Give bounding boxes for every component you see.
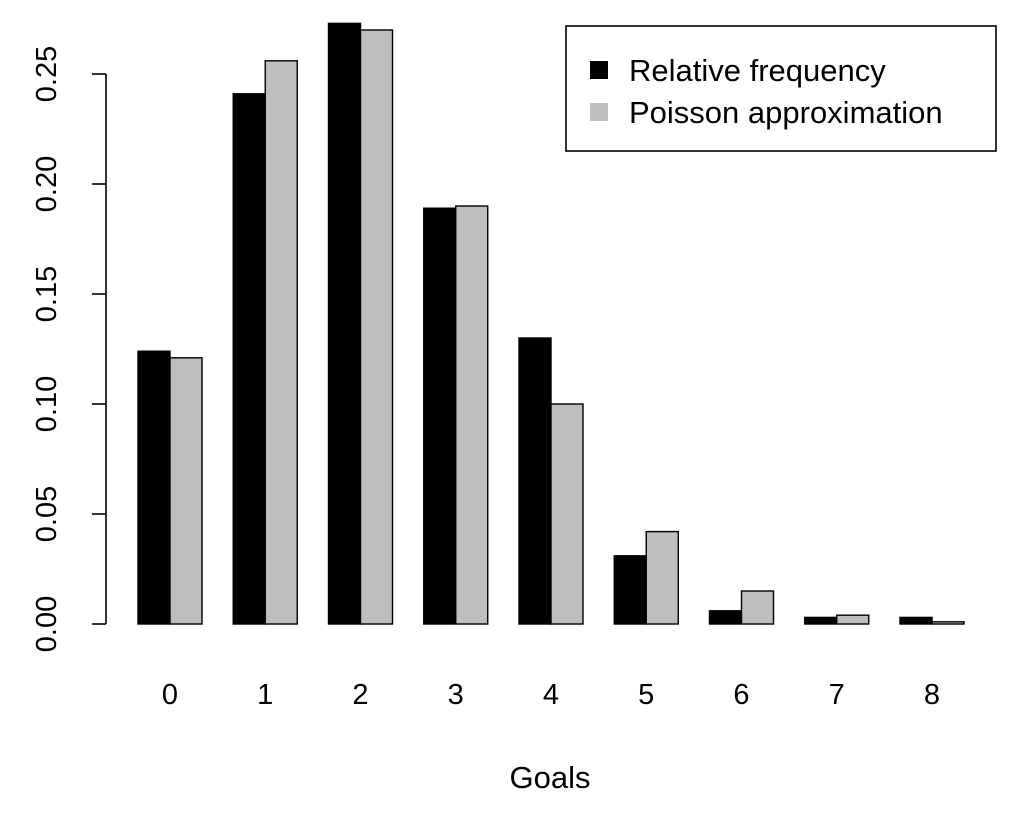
legend-swatch-poisson-approximation bbox=[590, 103, 608, 121]
bar-poisson-approximation bbox=[550, 403, 584, 625]
legend: Relative frequency Poisson approximation bbox=[565, 25, 997, 152]
x-tick-labels: 0 1 2 3 4 5 6 7 8 bbox=[162, 679, 940, 711]
bar-relative-frequency bbox=[804, 616, 838, 625]
bar-poisson-approximation bbox=[359, 29, 394, 625]
y-tick-label: 0.25 bbox=[31, 46, 63, 102]
x-tick-label: 3 bbox=[448, 679, 464, 711]
legend-label: Poisson approximation bbox=[629, 95, 943, 130]
bar-relative-frequency bbox=[708, 610, 743, 625]
bar-poisson-approximation bbox=[740, 590, 775, 625]
x-axis-label: Goals bbox=[510, 760, 591, 795]
bar-relative-frequency bbox=[518, 337, 552, 625]
x-tick-label: 6 bbox=[733, 679, 749, 711]
bar-poisson-approximation bbox=[836, 614, 870, 625]
y-tick-label: 0.15 bbox=[31, 266, 63, 322]
x-tick-label: 2 bbox=[352, 679, 368, 711]
bars bbox=[137, 22, 965, 625]
x-tick-label: 7 bbox=[829, 679, 845, 711]
bar-poisson-approximation bbox=[645, 530, 679, 625]
legend-box bbox=[565, 25, 997, 152]
bar-poisson-approximation bbox=[931, 621, 965, 625]
bar-poisson-approximation bbox=[264, 60, 298, 625]
bar-relative-frequency bbox=[613, 555, 647, 625]
legend-swatch-relative-frequency bbox=[590, 61, 608, 79]
legend-label: Relative frequency bbox=[629, 53, 886, 88]
bar-relative-frequency bbox=[423, 207, 457, 625]
y-tick-label: 0.00 bbox=[31, 596, 63, 652]
x-tick-label: 4 bbox=[543, 679, 559, 711]
x-tick-label: 5 bbox=[638, 679, 654, 711]
bar-poisson-approximation bbox=[169, 357, 203, 625]
y-tick-label: 0.05 bbox=[31, 486, 63, 542]
y-tick-label: 0.20 bbox=[31, 156, 63, 212]
y-axis: 0.00 0.05 0.10 0.15 0.20 0.25 bbox=[31, 46, 107, 652]
bar-relative-frequency bbox=[137, 350, 171, 625]
bar-poisson-approximation bbox=[455, 205, 489, 625]
x-tick-label: 1 bbox=[257, 679, 273, 711]
y-tick-label: 0.10 bbox=[31, 376, 63, 432]
bar-relative-frequency bbox=[232, 93, 266, 625]
x-tick-label: 8 bbox=[924, 679, 940, 711]
bar-relative-frequency bbox=[899, 616, 933, 625]
bar-relative-frequency bbox=[327, 22, 362, 625]
x-tick-label: 0 bbox=[162, 679, 178, 711]
